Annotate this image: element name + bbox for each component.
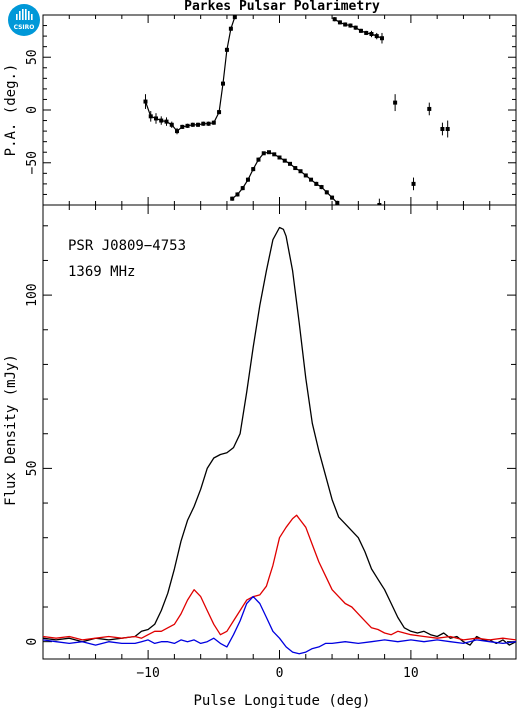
pa-ytick-label: −50 <box>25 151 40 174</box>
pa-point <box>353 25 358 30</box>
frequency-label: 1369 MHz <box>68 264 135 280</box>
pa-point <box>348 23 353 28</box>
pa-point <box>240 186 245 191</box>
pa-point <box>175 129 180 134</box>
pa-point <box>185 123 190 128</box>
pa-point <box>159 118 164 123</box>
logo-bars-icon <box>16 9 33 20</box>
pa-point <box>143 99 148 104</box>
pa-point <box>364 30 369 35</box>
pa-point <box>282 158 287 163</box>
flux-xtick-label: 10 <box>403 666 419 681</box>
pa-point <box>330 195 335 200</box>
pa-ytick-label: 50 <box>25 49 40 65</box>
pa-point <box>411 181 416 186</box>
pa-point <box>440 127 445 131</box>
flux-ytick-label: 0 <box>25 638 40 646</box>
flux-profile-lines <box>43 226 516 655</box>
logo-badge <box>8 4 40 36</box>
pa-point <box>293 166 298 171</box>
pa-point <box>427 106 432 111</box>
pa-point <box>230 196 235 201</box>
pa-point <box>298 169 303 174</box>
pa-point <box>335 200 340 205</box>
pa-point <box>393 100 398 105</box>
pa-point <box>324 190 329 195</box>
pa-point <box>201 121 206 126</box>
logo-text: CSIRO <box>14 24 35 31</box>
psr-name-label: PSR J0809−4753 <box>68 238 186 254</box>
pa-point <box>319 185 324 190</box>
pa-point <box>272 152 277 157</box>
pa-ytick-label: 0 <box>25 106 40 114</box>
pa-point <box>180 124 185 129</box>
csiro-logo: CSIRO <box>8 4 40 36</box>
linear-polarization-line <box>43 514 516 641</box>
pa-ylabel: P.A. (deg.) <box>3 64 19 157</box>
pa-point <box>190 122 195 127</box>
pa-point <box>235 192 240 197</box>
flux-ytick-label: 50 <box>25 461 40 477</box>
pa-point <box>445 127 450 131</box>
pa-point <box>224 47 229 52</box>
pa-point <box>221 81 226 86</box>
flux-xtick-label: −10 <box>136 666 159 681</box>
pa-point <box>369 32 374 36</box>
pa-point <box>303 173 308 178</box>
pa-point <box>288 161 293 166</box>
pa-axis-ticks: −50 0 50 <box>25 14 517 206</box>
pa-point <box>309 177 314 182</box>
pa-point <box>164 119 169 124</box>
pa-point <box>379 36 384 41</box>
flux-ytick-label: 100 <box>25 283 40 306</box>
pa-point <box>245 177 250 182</box>
pa-data-points <box>143 15 450 205</box>
pa-point <box>377 203 382 205</box>
pa-point <box>343 22 348 27</box>
pa-point <box>277 155 282 160</box>
pa-point <box>232 15 237 20</box>
total-intensity-line <box>43 226 516 646</box>
pa-point <box>261 151 266 156</box>
pa-point <box>217 110 222 115</box>
pa-point <box>251 167 256 172</box>
flux-xtick-label: 0 <box>276 666 284 681</box>
pa-point <box>256 157 261 162</box>
pa-panel-frame <box>42 14 517 206</box>
pa-point <box>206 121 211 126</box>
flux-xlabel: Pulse Longitude (deg) <box>193 693 370 709</box>
flux-ylabel: Flux Density (mJy) <box>3 354 19 506</box>
pa-point <box>211 120 216 125</box>
pa-series-line <box>334 18 383 39</box>
pa-point <box>148 114 153 119</box>
pa-series-line <box>144 16 236 132</box>
pa-point <box>337 20 342 25</box>
pa-point <box>374 34 379 39</box>
pa-point <box>332 17 337 22</box>
figure-title: Parkes Pulsar Polarimetry <box>184 0 380 14</box>
pa-point <box>153 116 158 121</box>
pa-point <box>196 122 201 127</box>
pa-point <box>358 28 363 33</box>
pa-point <box>169 122 174 127</box>
circular-polarization-line <box>43 595 516 655</box>
pa-point <box>314 181 319 186</box>
pa-point <box>266 150 271 155</box>
pa-point <box>228 26 233 31</box>
